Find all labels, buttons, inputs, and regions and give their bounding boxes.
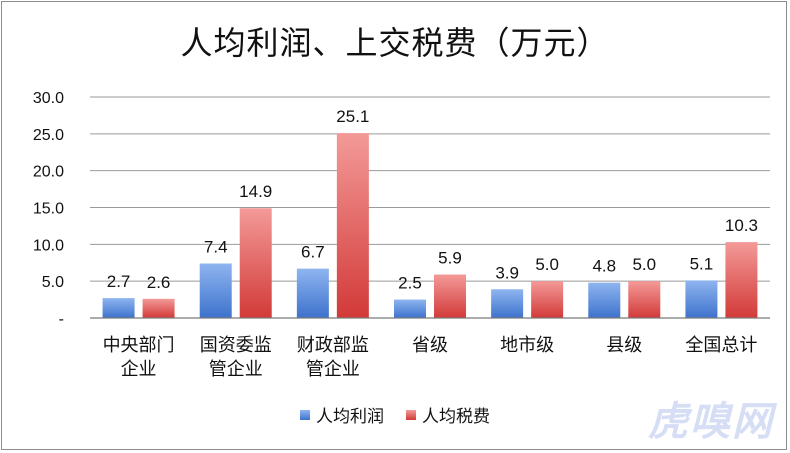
legend-label: 人均税费 [422, 407, 490, 427]
legend-item-series-0: 人均利润 [300, 402, 384, 427]
bars [102, 133, 758, 318]
data-labels: 2.7 2.6 7.4 14.9 6.7 25.1 2.5 5.9 3.9 5.0 4.8 5.0 5.… [107, 107, 758, 292]
legend-label: 人均利润 [316, 407, 384, 427]
x-tick-label: 地市级 [500, 335, 554, 356]
y-tick-label: 20.0 [33, 164, 64, 181]
x-tick-label: 企业 [121, 359, 157, 380]
data-label: 5.1 [690, 254, 714, 273]
data-label: 7.4 [204, 237, 228, 256]
x-tick-label: 县级 [606, 335, 642, 356]
y-tick-label: 10.0 [33, 237, 64, 254]
y-tick-label: 30.0 [33, 90, 64, 107]
legend-swatch-red [406, 409, 416, 420]
x-tick-label: 管企业 [209, 359, 263, 380]
data-label: 2.5 [398, 274, 422, 293]
y-tick-label: - [59, 311, 64, 328]
x-tick-label: 省级 [412, 335, 448, 356]
legend-swatch-blue [300, 409, 310, 420]
y-tick-label: 25.0 [33, 127, 64, 144]
y-tick-label: 15.0 [33, 201, 64, 218]
data-label: 6.7 [301, 243, 325, 262]
legend-item-series-1: 人均税费 [406, 402, 490, 427]
x-tick-label: 管企业 [306, 359, 360, 380]
data-label: 25.1 [336, 107, 369, 126]
data-label: 4.8 [592, 257, 616, 276]
bar-tax [336, 133, 369, 318]
bar-profit [102, 298, 135, 318]
bar-tax [531, 281, 564, 318]
bar-profit [588, 282, 621, 318]
x-tick-label: 国资委监 [200, 335, 272, 356]
x-tick-label: 财政部监 [297, 335, 369, 356]
bar-tax [239, 208, 272, 318]
bar-profit [491, 289, 524, 318]
x-tick-label: 全国总计 [685, 335, 757, 356]
bar-tax [628, 281, 661, 318]
x-tick-label: 中央部门 [103, 335, 175, 356]
bar-profit [394, 299, 426, 318]
data-label: 5.0 [535, 255, 559, 274]
bar-profit [199, 263, 232, 318]
chart-title: 人均利润、上交税费（万元） [180, 24, 610, 62]
data-label: 2.7 [107, 272, 131, 291]
bar-tax [725, 242, 758, 318]
data-label: 14.9 [239, 182, 272, 201]
legend: 人均利润 人均税费 [0, 402, 790, 427]
watermark-logo: 虎嗅网 [648, 398, 774, 445]
bar-tax [142, 298, 175, 318]
bar-profit [296, 268, 329, 318]
data-label: 5.9 [438, 249, 462, 268]
data-label: 5.0 [632, 255, 656, 274]
y-tick-label: 5.0 [42, 274, 64, 291]
bar-profit [685, 280, 718, 318]
data-label: 3.9 [495, 263, 519, 282]
gridlines [90, 96, 770, 319]
data-label: 2.6 [147, 273, 171, 292]
bar-tax [434, 274, 466, 318]
data-label: 10.3 [725, 216, 758, 235]
